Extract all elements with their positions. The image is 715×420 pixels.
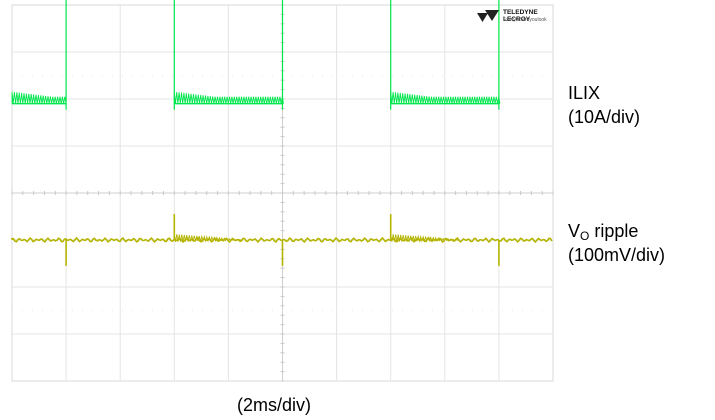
vo-ripple-label-rest: ripple — [589, 221, 639, 241]
brand-name: TELEDYNE LECROY — [503, 9, 538, 23]
lecroy-logo-icon — [477, 10, 499, 22]
ilix-pulsed-section — [11, 91, 67, 104]
vo-ripple-ringing — [173, 233, 244, 243]
vo-ripple-trace — [11, 214, 553, 266]
teledyne-lecroy-logo: TELEDYNE LECROY Everywhereyoulook — [477, 9, 557, 29]
vo-ripple-ringing — [390, 233, 460, 243]
ilix-label: ILIX — [568, 83, 601, 103]
graticule — [11, 4, 554, 382]
time-scale-label: (2ms/div) — [237, 395, 312, 415]
ilix-trace — [11, 0, 501, 110]
vo-ripple-baseline — [11, 236, 553, 244]
vo-ripple-label: VO ripple — [568, 220, 638, 248]
ilix-scale-label: (10A/div) — [568, 107, 641, 127]
vo-ripple-label-subscript: O — [580, 229, 590, 243]
brand-tagline: Everywhereyoulook — [503, 17, 547, 23]
vo-ripple-label-main: V — [568, 221, 581, 241]
vo-ripple-scale-label: (100mV/div) — [568, 245, 666, 265]
